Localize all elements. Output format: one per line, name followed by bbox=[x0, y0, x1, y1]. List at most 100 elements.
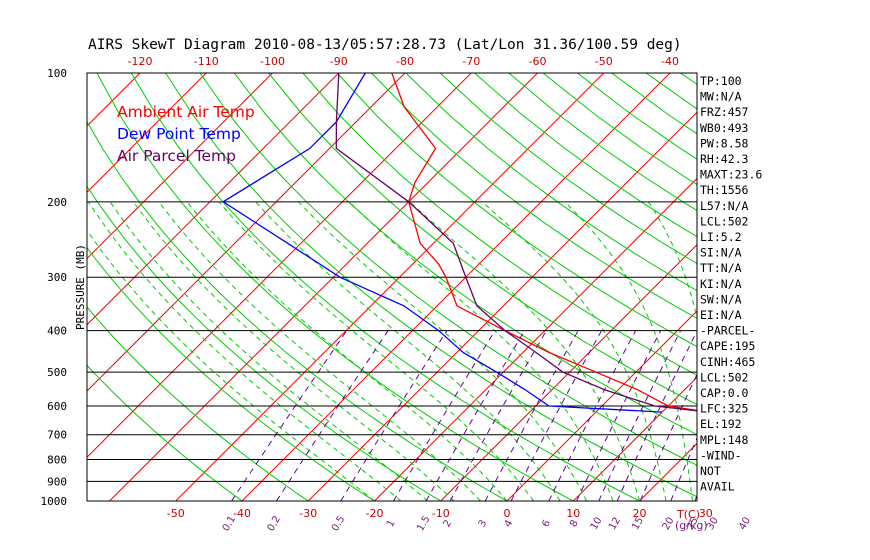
dry-adiabat-line bbox=[749, 73, 870, 501]
dry-adiabat-line bbox=[852, 73, 870, 501]
bottom-temp-tick-label: -40 bbox=[233, 507, 251, 520]
mixing-ratio-line bbox=[616, 330, 697, 501]
dry-adiabat-line bbox=[302, 73, 697, 376]
bottom-temp-tick-label: -10 bbox=[432, 507, 450, 520]
mixing-ratio-line bbox=[747, 331, 813, 501]
bottom-temp-tick-label: 0 bbox=[504, 507, 511, 520]
isotherm-line bbox=[87, 73, 340, 326]
mixing-ratio-tick-label: 6 bbox=[540, 518, 553, 529]
mixing-ratio-unit: (g/kg) bbox=[675, 519, 708, 532]
isotherm-line bbox=[506, 310, 697, 501]
index-value: LCL:502 bbox=[700, 214, 748, 228]
index-value: TT:N/A bbox=[700, 261, 742, 275]
index-value: CAP:0.0 bbox=[700, 386, 749, 400]
index-value: MPL:148 bbox=[700, 433, 749, 447]
isotherm-line bbox=[440, 244, 697, 501]
index-value: SI:N/A bbox=[700, 246, 742, 260]
bottom-temp-tick-label: 20 bbox=[633, 507, 647, 520]
isotherm-line bbox=[87, 73, 472, 458]
index-value: LCL:502 bbox=[700, 370, 748, 384]
index-value: L57:N/A bbox=[700, 199, 749, 213]
mixing-ratio-tick-label: 8 bbox=[568, 518, 581, 529]
pressure-tick-label: 1000 bbox=[41, 495, 68, 508]
bottom-temp-tick-label: -20 bbox=[366, 507, 384, 520]
dry-adiabat-line bbox=[87, 306, 309, 501]
top-temp-tick-label: -120 bbox=[128, 55, 153, 68]
index-value: -PARCEL- bbox=[700, 324, 755, 338]
isotherm-line bbox=[639, 442, 697, 501]
dry-adiabat-line bbox=[336, 73, 697, 348]
mixing-ratio-tick-label: 0.2 bbox=[266, 514, 283, 533]
pressure-tick-label: 500 bbox=[47, 366, 67, 379]
dew-point-temp-profile bbox=[221, 73, 663, 413]
isotherm-line bbox=[87, 73, 406, 392]
moist-adiabat-line bbox=[298, 201, 587, 501]
index-value: TH:1556 bbox=[700, 183, 749, 197]
dry-adiabat-line bbox=[439, 73, 697, 265]
pressure-tick-label: 200 bbox=[47, 196, 67, 209]
top-temp-tick-label: -100 bbox=[260, 55, 285, 68]
mixing-ratio-tick-label: 1.5 bbox=[415, 514, 432, 533]
bottom-temp-tick-label: -50 bbox=[167, 507, 185, 520]
legend-entry: Dew Point Temp bbox=[117, 125, 241, 143]
index-value: TP:100 bbox=[700, 74, 742, 88]
index-value: WB0:493 bbox=[700, 121, 749, 135]
legend-entry: Ambient Air Temp bbox=[117, 103, 255, 121]
dry-adiabat-line bbox=[818, 73, 870, 501]
ambient-air-temp-profile bbox=[391, 73, 697, 412]
pressure-tick-label: 800 bbox=[47, 454, 67, 467]
air-parcel-temp-profile bbox=[335, 73, 697, 412]
index-value: PW:8.58 bbox=[700, 136, 749, 150]
moist-adiabat-line bbox=[109, 201, 428, 501]
index-value: CAPE:195 bbox=[700, 339, 755, 353]
dry-adiabat-line bbox=[87, 120, 508, 501]
moist-adiabat-line bbox=[481, 201, 667, 501]
top-temp-tick-label: -50 bbox=[595, 55, 613, 68]
x-axis-label: T(C) bbox=[676, 508, 700, 521]
dry-adiabat-line bbox=[96, 73, 574, 501]
index-value: FRZ:457 bbox=[700, 105, 749, 119]
mixing-ratio-tick-label: 0.5 bbox=[330, 514, 347, 533]
mixing-ratio-line bbox=[393, 330, 496, 501]
isotherm-line bbox=[374, 177, 697, 501]
moist-adiabat-line bbox=[772, 202, 781, 501]
isotherm-line bbox=[109, 73, 538, 501]
index-value: MW:N/A bbox=[700, 90, 742, 104]
dry-adiabat-line bbox=[199, 73, 697, 466]
isotherm-line bbox=[241, 73, 671, 501]
mixing-ratio-tick-label: 10 bbox=[589, 515, 605, 532]
y-axis-label: PRESSURE (MB) bbox=[74, 244, 87, 330]
pressure-tick-label: 300 bbox=[47, 271, 67, 284]
mixing-ratio-tick-label: 4 bbox=[503, 518, 516, 529]
mixing-ratio-tick-label: 2 bbox=[442, 518, 455, 529]
index-value: SW:N/A bbox=[700, 292, 742, 306]
index-value: LI:5.2 bbox=[700, 230, 742, 244]
index-value: AVAIL bbox=[700, 480, 735, 494]
moist-adiabat-line bbox=[186, 201, 508, 501]
dry-adiabat-line bbox=[233, 73, 697, 436]
index-value: KI:N/A bbox=[700, 277, 742, 291]
dry-adiabat-line bbox=[87, 246, 375, 501]
pressure-tick-label: 900 bbox=[47, 475, 67, 488]
isotherm-line bbox=[307, 111, 697, 501]
bottom-temp-tick-label: 10 bbox=[566, 507, 580, 520]
dry-adiabat-line bbox=[783, 73, 870, 501]
dry-adiabat-line bbox=[165, 73, 697, 498]
dry-adiabat-line bbox=[405, 73, 697, 292]
chart-title: AIRS SkewT Diagram 2010-08-13/05:57:28.7… bbox=[88, 37, 682, 53]
dry-adiabat-line bbox=[371, 73, 697, 319]
dry-adiabat-line bbox=[268, 73, 697, 406]
isotherm-line bbox=[87, 73, 273, 260]
moist-adiabat-line bbox=[348, 201, 614, 501]
index-value: EL:192 bbox=[700, 417, 742, 431]
moist-adiabat-line bbox=[255, 201, 561, 501]
pressure-tick-label: 400 bbox=[47, 325, 67, 338]
index-value: RH:42.3 bbox=[700, 152, 749, 166]
top-temp-tick-label: -90 bbox=[330, 55, 348, 68]
top-temp-tick-label: -110 bbox=[194, 55, 219, 68]
mixing-ratio-tick-label: 3 bbox=[477, 518, 490, 529]
mixing-ratio-line bbox=[425, 330, 525, 501]
isotherm-line bbox=[0, 73, 8, 501]
mixing-ratio-tick-label: 40 bbox=[737, 515, 753, 532]
isotherm-line bbox=[175, 73, 605, 501]
